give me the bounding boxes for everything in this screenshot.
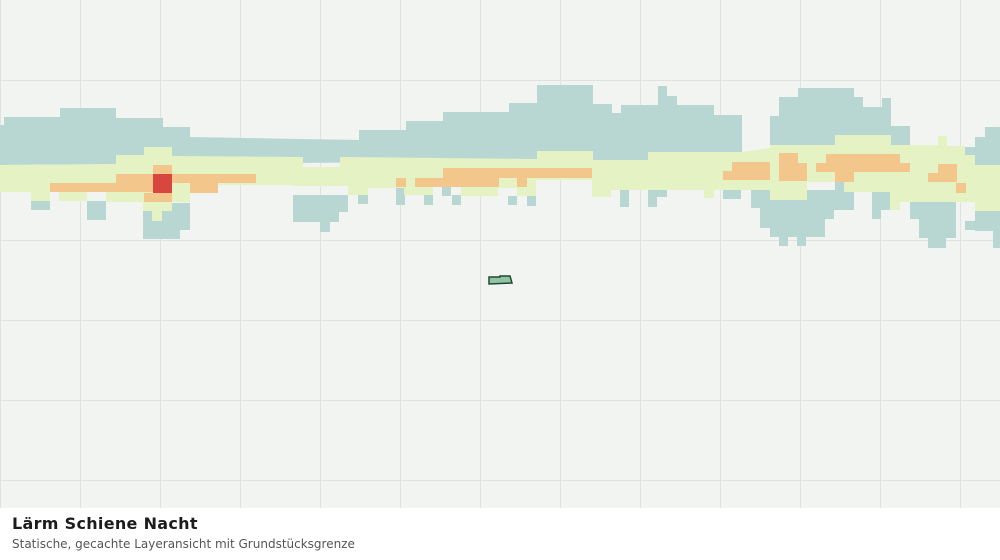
layer-title: Lärm Schiene Nacht bbox=[12, 514, 198, 533]
tile-grid bbox=[0, 0, 1000, 508]
noise-zone-low bbox=[0, 85, 1000, 248]
map bbox=[0, 0, 1000, 508]
parcel-boundary bbox=[488, 275, 513, 285]
layer-subtitle: Statische, gecachte Layeransicht mit Gru… bbox=[12, 537, 355, 551]
legend-footer: Lärm Schiene Nacht Statische, gecachte L… bbox=[0, 508, 1000, 560]
noise-zone-very-high bbox=[153, 174, 172, 193]
map-background bbox=[0, 0, 1000, 508]
